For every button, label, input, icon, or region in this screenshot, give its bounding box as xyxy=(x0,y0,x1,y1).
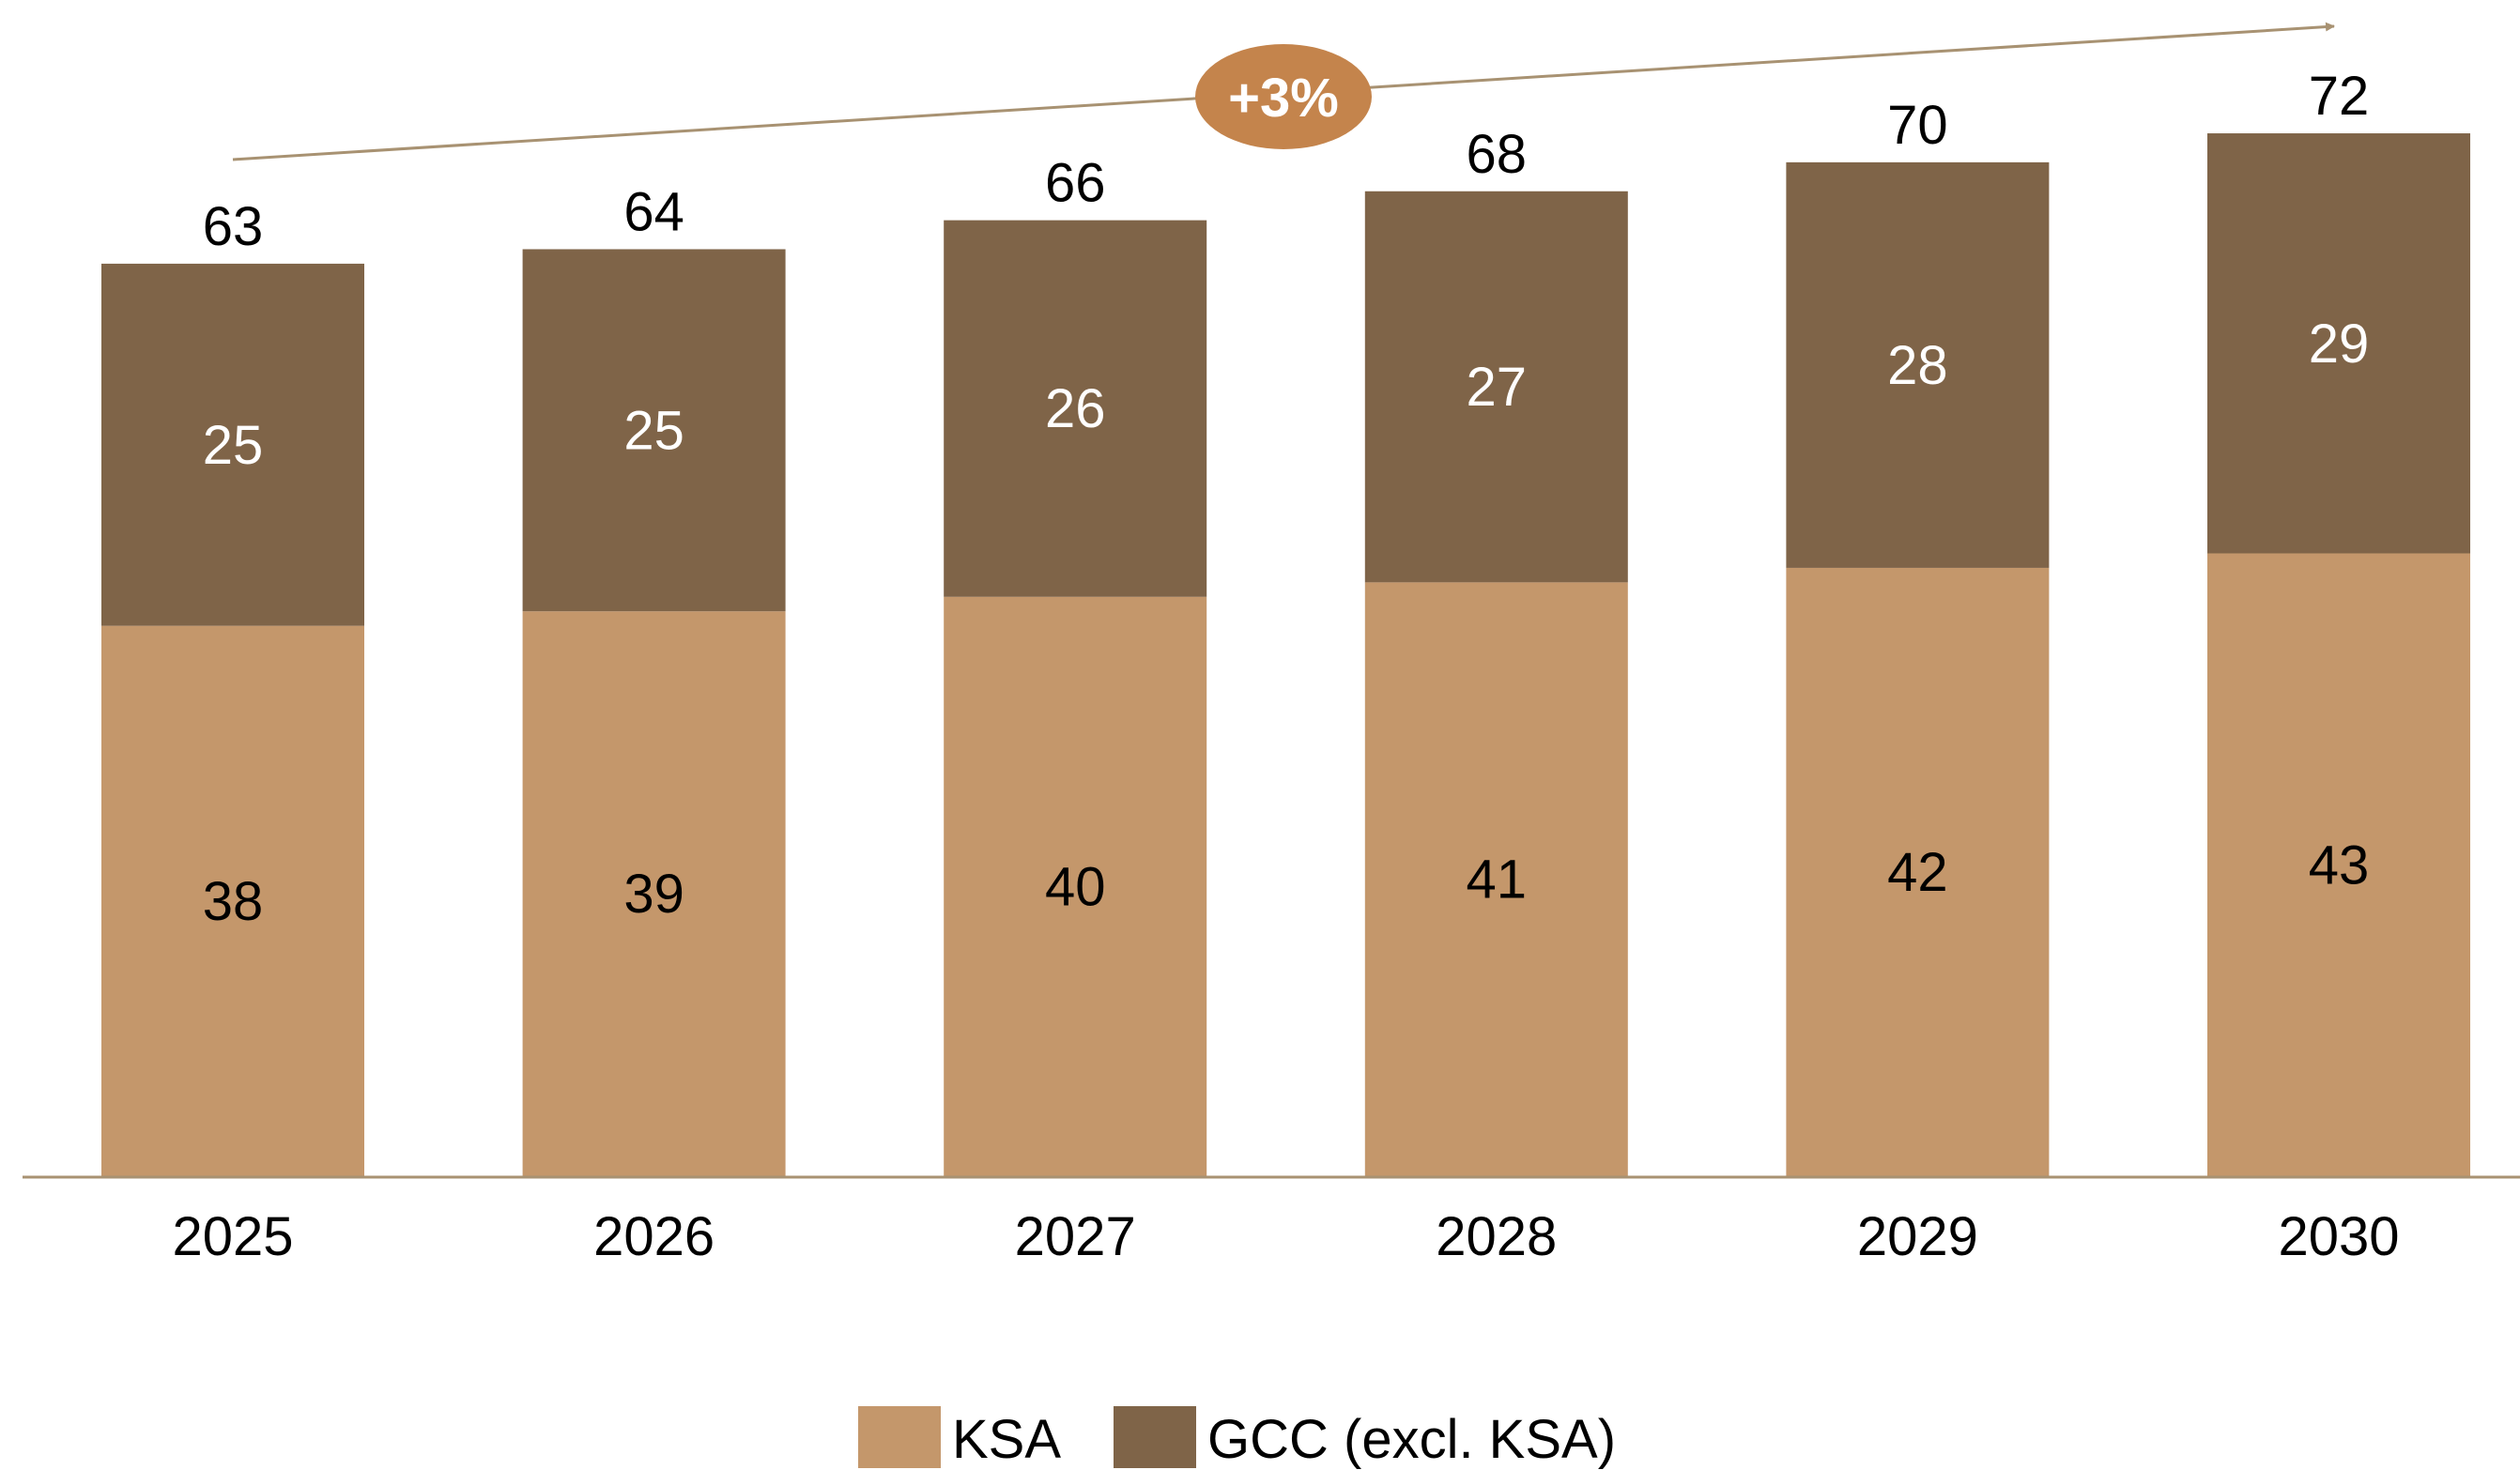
x-tick-label-2025: 2025 xyxy=(172,1206,293,1267)
data-label-gcc-2027: 26 xyxy=(1045,378,1106,439)
data-label-gcc-2026: 25 xyxy=(623,400,684,461)
bar-ksa-2026 xyxy=(522,611,786,1176)
data-label-gcc-2025: 25 xyxy=(203,415,264,476)
bar-gcc-2025 xyxy=(101,263,364,626)
data-label-gcc-2030: 29 xyxy=(2309,314,2370,375)
legend-swatch-ksa xyxy=(858,1406,941,1468)
data-label-gcc-2029: 28 xyxy=(1887,335,1948,396)
growth-badge-text: +3% xyxy=(1228,68,1339,129)
total-label-2028: 68 xyxy=(1467,124,1528,185)
bar-ksa-2025 xyxy=(101,625,364,1176)
labels-group: 38 25 63 2025 39 25 64 2026 40 26 66 2027 41 27 68 2028… xyxy=(172,66,2399,1267)
legend-swatch-gcc xyxy=(1114,1406,1196,1468)
bar-ksa-2029 xyxy=(1786,567,2050,1176)
bar-gcc-2029 xyxy=(1786,161,2050,568)
legend-label-ksa: KSA xyxy=(952,1409,1061,1470)
bar-ksa-2027 xyxy=(944,596,1207,1176)
bar-gcc-2027 xyxy=(944,220,1207,597)
x-tick-label-2026: 2026 xyxy=(593,1206,715,1267)
legend: KSA GCC (excl. KSA) xyxy=(858,1406,1616,1470)
x-tick-label-2030: 2030 xyxy=(2278,1206,2399,1267)
data-label-ksa-2025: 38 xyxy=(203,871,264,932)
x-tick-label-2027: 2027 xyxy=(1015,1206,1136,1267)
growth-badge xyxy=(1195,44,1372,149)
data-label-ksa-2029: 42 xyxy=(1887,842,1948,903)
total-label-2029: 70 xyxy=(1887,95,1948,156)
bars-group xyxy=(101,133,2470,1176)
bar-ksa-2030 xyxy=(2207,553,2470,1176)
x-tick-label-2029: 2029 xyxy=(1857,1206,1978,1267)
legend-label-gcc: GCC (excl. KSA) xyxy=(1207,1409,1616,1470)
growth-annotation: +3% xyxy=(232,22,2335,161)
bar-gcc-2028 xyxy=(1364,191,1628,583)
total-label-2027: 66 xyxy=(1045,153,1106,214)
bar-gcc-2030 xyxy=(2207,133,2470,554)
bar-gcc-2026 xyxy=(522,249,786,612)
data-label-ksa-2030: 43 xyxy=(2309,835,2370,896)
total-label-2030: 72 xyxy=(2309,66,2370,127)
x-tick-label-2028: 2028 xyxy=(1436,1206,1557,1267)
data-label-gcc-2028: 27 xyxy=(1467,357,1528,418)
bar-ksa-2028 xyxy=(1364,582,1628,1176)
data-label-ksa-2027: 40 xyxy=(1045,856,1106,917)
data-label-ksa-2026: 39 xyxy=(623,864,684,925)
total-label-2026: 64 xyxy=(623,181,684,242)
data-label-ksa-2028: 41 xyxy=(1467,850,1528,911)
total-label-2025: 63 xyxy=(203,196,264,257)
